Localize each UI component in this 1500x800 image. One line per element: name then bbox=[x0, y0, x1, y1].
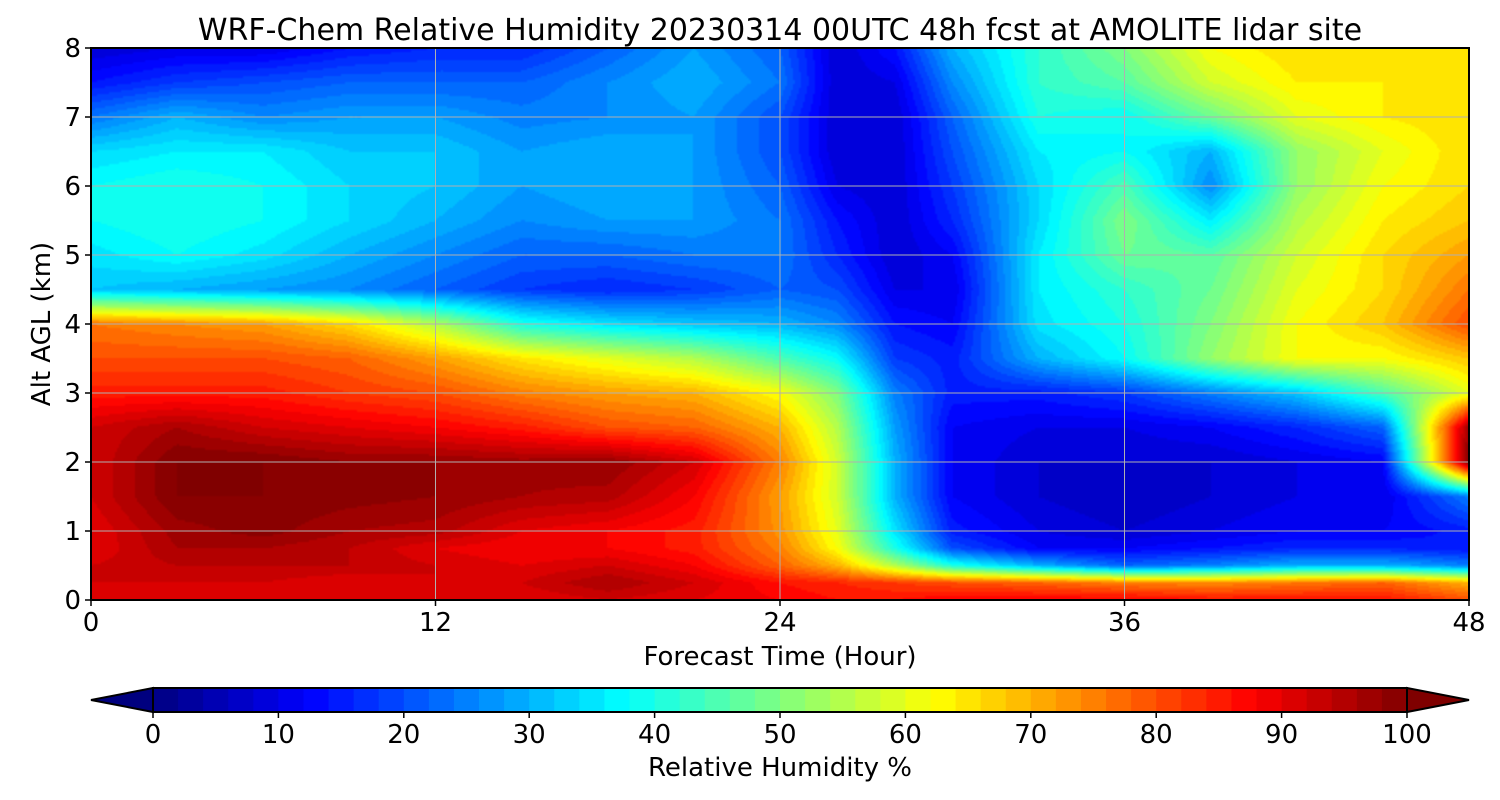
x-axis-label: Forecast Time (Hour) bbox=[643, 642, 916, 672]
colorbar-tick-label: 30 bbox=[513, 720, 546, 750]
colorbar-cell bbox=[1356, 688, 1383, 712]
colorbar-cell bbox=[629, 688, 656, 712]
y-tick-label: 1 bbox=[64, 517, 81, 547]
chart-title: WRF-Chem Relative Humidity 20230314 00UT… bbox=[198, 13, 1362, 48]
colorbar-cell bbox=[930, 688, 957, 712]
x-tick-label: 24 bbox=[763, 608, 796, 638]
colorbar-cell bbox=[178, 688, 204, 712]
colorbar-cell bbox=[654, 688, 681, 712]
colorbar-tick-label: 10 bbox=[262, 720, 295, 750]
colorbar-cell bbox=[403, 688, 430, 712]
colorbar-tick-label: 60 bbox=[889, 720, 922, 750]
colorbar-cell bbox=[1231, 688, 1258, 712]
colorbar-cell bbox=[1181, 688, 1207, 712]
colorbar-cell bbox=[780, 688, 806, 712]
colorbar-cell bbox=[504, 688, 530, 712]
colorbar-cell bbox=[1206, 688, 1233, 712]
y-tick-label: 8 bbox=[64, 34, 81, 64]
colorbar-tick-label: 70 bbox=[1014, 720, 1047, 750]
y-tick-label: 2 bbox=[64, 448, 81, 478]
colorbar-cell bbox=[1156, 688, 1182, 712]
colorbar-cell bbox=[1106, 688, 1132, 712]
colorbar-label: Relative Humidity % bbox=[648, 753, 912, 783]
colorbar-cell bbox=[754, 688, 781, 712]
y-tick-label: 3 bbox=[64, 379, 81, 409]
colorbar-cell bbox=[1055, 688, 1082, 712]
x-tick-label: 12 bbox=[419, 608, 452, 638]
colorbar-cell bbox=[955, 688, 982, 712]
colorbar-cells bbox=[153, 688, 1408, 712]
colorbar-cell bbox=[1281, 688, 1308, 712]
colorbar-cell bbox=[1131, 688, 1157, 712]
colorbar-ticks: 0 10 20 30 40 50 60 70 80 90 100 bbox=[145, 712, 1432, 750]
colorbar: 0 10 20 30 40 50 60 70 80 90 100 Relative Humidity… bbox=[90, 686, 1470, 783]
colorbar-cell bbox=[905, 688, 932, 712]
colorbar-cell bbox=[529, 688, 555, 712]
colorbar-cell bbox=[805, 688, 831, 712]
colorbar-cell bbox=[604, 688, 631, 712]
colorbar-cell bbox=[278, 688, 305, 712]
colorbar-cell bbox=[353, 688, 380, 712]
y-axis: 0 1 2 3 4 5 6 7 8 bbox=[64, 34, 91, 616]
y-tick-label: 6 bbox=[64, 172, 81, 202]
colorbar-cell bbox=[1005, 688, 1032, 712]
colorbar-cell bbox=[980, 688, 1007, 712]
colorbar-cell bbox=[479, 688, 505, 712]
x-axis: 0 12 24 36 48 bbox=[83, 600, 1486, 638]
colorbar-tick-label: 40 bbox=[638, 720, 671, 750]
colorbar-cell bbox=[153, 688, 179, 712]
plot-area bbox=[90, 47, 1470, 601]
colorbar-tick-label: 0 bbox=[145, 720, 162, 750]
colorbar-tick-label: 20 bbox=[387, 720, 420, 750]
colorbar-cell bbox=[554, 688, 580, 712]
y-tick-label: 4 bbox=[64, 310, 81, 340]
colorbar-cell bbox=[855, 688, 881, 712]
y-tick-label: 0 bbox=[64, 586, 81, 616]
y-tick-label: 7 bbox=[64, 103, 81, 133]
colorbar-cell bbox=[378, 688, 405, 712]
colorbar-cell bbox=[579, 688, 606, 712]
colorbar-cell bbox=[1030, 688, 1057, 712]
colorbar-extend-high bbox=[1406, 686, 1470, 714]
colorbar-cell bbox=[253, 688, 279, 712]
colorbar-cell bbox=[1080, 688, 1107, 712]
colorbar-cell bbox=[203, 688, 229, 712]
x-tick-label: 36 bbox=[1108, 608, 1141, 638]
colorbar-cell bbox=[428, 688, 455, 712]
colorbar-tick-label: 50 bbox=[763, 720, 796, 750]
colorbar-cell bbox=[880, 688, 906, 712]
colorbar-cell bbox=[328, 688, 355, 712]
y-tick-label: 5 bbox=[64, 241, 81, 271]
colorbar-tick-label: 100 bbox=[1382, 720, 1432, 750]
y-axis-label: Alt AGL (km) bbox=[27, 242, 57, 406]
x-tick-label: 48 bbox=[1452, 608, 1485, 638]
colorbar-cell bbox=[679, 688, 706, 712]
colorbar-cell bbox=[704, 688, 731, 712]
colorbar-tick-label: 90 bbox=[1265, 720, 1298, 750]
colorbar-cell bbox=[453, 688, 480, 712]
colorbar-cell bbox=[1256, 688, 1283, 712]
colorbar-extend-low bbox=[90, 686, 154, 714]
x-tick-label: 0 bbox=[83, 608, 100, 638]
colorbar-cell bbox=[1381, 688, 1408, 712]
colorbar-cell bbox=[303, 688, 330, 712]
colorbar-cell bbox=[729, 688, 756, 712]
colorbar-cell bbox=[830, 688, 856, 712]
colorbar-cell bbox=[1306, 688, 1333, 712]
colorbar-tick-label: 80 bbox=[1140, 720, 1173, 750]
colorbar-cell bbox=[228, 688, 254, 712]
colorbar-cell bbox=[1331, 688, 1358, 712]
